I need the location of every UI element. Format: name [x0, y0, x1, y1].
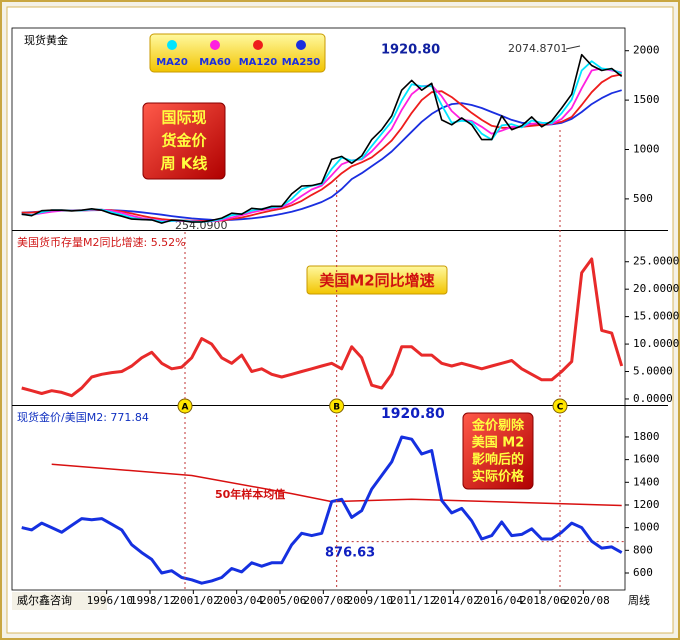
- y-tick-label: 800: [633, 543, 653, 556]
- footer: 周线: [628, 593, 650, 607]
- label-text: 金价剔除: [471, 418, 525, 434]
- y-tick-label: 2000: [633, 44, 660, 57]
- panel-title: 现货金价/美国M2: 771.84: [17, 410, 149, 424]
- x-tick-label: 1996/10: [87, 594, 133, 607]
- footer: 威尔鑫咨询: [17, 593, 72, 607]
- label-text: 影响后的: [472, 452, 524, 468]
- y-tick-label: 10.0000: [633, 337, 679, 350]
- annotation: 1920.80: [381, 43, 440, 58]
- marker-badge: [552, 398, 568, 414]
- y-tick-label: 20.0000: [633, 282, 679, 295]
- x-tick-label: 2003/04: [217, 594, 264, 607]
- label-text: 货金价: [161, 132, 207, 150]
- label-box: [306, 265, 448, 295]
- legend-box: [149, 33, 326, 73]
- legend-swatch: [167, 40, 177, 50]
- y-tick-label: 0.0000: [633, 392, 673, 405]
- legend-swatch: [253, 40, 263, 50]
- y-tick-label: 500: [633, 192, 653, 205]
- x-tick-label: 1998/12: [130, 594, 176, 607]
- marker-label: C: [557, 403, 564, 413]
- data-line: [21, 53, 623, 224]
- plot-area: [11, 27, 626, 591]
- annotation: 876.63: [325, 546, 375, 561]
- data-line: [21, 257, 624, 398]
- y-tick-label: 600: [633, 566, 653, 579]
- footer-bg: [12, 592, 107, 610]
- y-tick-label: 1500: [633, 93, 660, 106]
- x-tick-label: 2020/08: [563, 594, 609, 607]
- marker-label: B: [333, 403, 340, 413]
- marker-label: A: [182, 403, 189, 413]
- panel-title: 现货黄金: [24, 33, 68, 47]
- y-tick-label: 15.0000: [633, 310, 679, 323]
- x-tick-label: 2011/12: [390, 594, 436, 607]
- y-tick-label: 1000: [633, 521, 660, 534]
- y-tick-label: 1200: [633, 498, 660, 511]
- y-tick-label: 1800: [633, 430, 660, 443]
- legend-label: MA120: [239, 57, 278, 68]
- y-tick-label: 5.0000: [633, 365, 673, 378]
- legend-label: MA250: [282, 57, 321, 68]
- mean-line: [51, 463, 622, 507]
- legend-label: MA60: [199, 57, 231, 68]
- data-line: [21, 435, 623, 585]
- x-tick-label: 2007/08: [303, 594, 349, 607]
- x-tick-label: 2005/06: [260, 594, 306, 607]
- x-tick-label: 2014/02: [433, 594, 479, 607]
- y-tick-label: 1000: [633, 142, 660, 155]
- annotation: 2074.8701: [508, 42, 568, 55]
- y-tick-label: 25.0000: [633, 255, 679, 268]
- label-text: 美国 M2: [472, 435, 525, 451]
- x-tick-label: 2009/10: [347, 594, 393, 607]
- x-tick-label: 2001/02: [173, 594, 219, 607]
- legend-swatch: [296, 40, 306, 50]
- panel-title: 美国货币存量M2同比增速: 5.52%: [17, 235, 186, 249]
- annotation: 1920.80: [381, 406, 445, 422]
- marker-badge: [329, 398, 345, 414]
- label-box: [462, 412, 534, 490]
- annotation: 50年样本均值: [215, 487, 285, 501]
- label-box: [142, 102, 226, 180]
- annotation-arrow: [565, 45, 581, 50]
- legend-swatch: [210, 40, 220, 50]
- ma-line: [21, 60, 623, 223]
- label-text: 国际现: [161, 109, 206, 127]
- label-text: 周 K线: [161, 155, 208, 173]
- legend-label: MA20: [156, 57, 188, 68]
- y-tick-label: 1600: [633, 453, 660, 466]
- marker-badge: [177, 398, 193, 414]
- x-tick-label: 2016/04: [477, 594, 524, 607]
- y-tick-label: 1400: [633, 475, 660, 488]
- x-tick-label: 2018/06: [520, 594, 566, 607]
- label-text: 美国M2同比增速: [319, 272, 434, 290]
- label-text: 实际价格: [472, 469, 525, 485]
